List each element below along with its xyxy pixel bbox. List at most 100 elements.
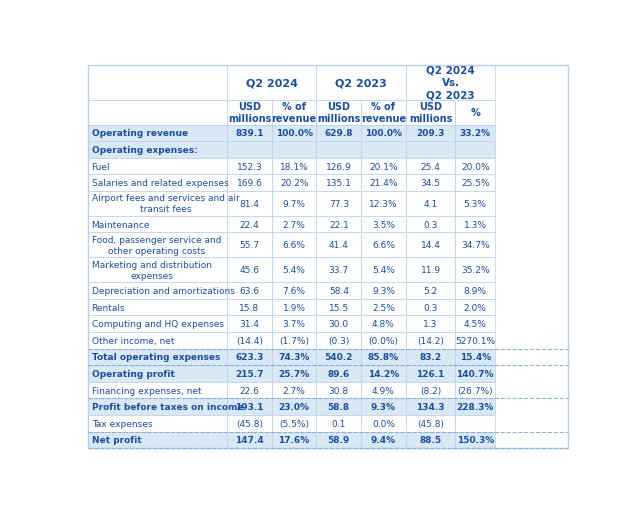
Bar (361, 299, 406, 316)
Text: (14.4): (14.4) (236, 336, 263, 345)
Bar (406, 233, 455, 258)
Bar (88, 100, 227, 125)
Text: 18.1%: 18.1% (280, 162, 308, 171)
Bar (227, 100, 272, 125)
Text: 89.6: 89.6 (328, 370, 350, 378)
Text: (45.8): (45.8) (417, 419, 444, 428)
Text: Q2 2024
Vs.
Q2 2023: Q2 2024 Vs. Q2 2023 (426, 66, 475, 100)
Bar (406, 125, 455, 142)
Bar (227, 158, 272, 175)
Bar (88, 316, 227, 332)
Bar (316, 349, 361, 365)
Bar (361, 316, 406, 332)
Bar (316, 299, 361, 316)
Bar (455, 432, 495, 448)
Text: 33.7: 33.7 (329, 266, 349, 275)
Bar (455, 191, 495, 216)
Text: 2.5%: 2.5% (372, 303, 395, 312)
Text: Operating revenue: Operating revenue (92, 129, 188, 138)
Bar (406, 142, 455, 158)
Bar (227, 66, 316, 100)
Bar (361, 175, 406, 191)
Text: 135.1: 135.1 (326, 179, 352, 188)
Text: 58.9: 58.9 (328, 436, 350, 444)
Bar (406, 316, 455, 332)
Text: 215.7: 215.7 (235, 370, 264, 378)
Text: 9.3%: 9.3% (372, 287, 395, 296)
Bar (361, 125, 406, 142)
Bar (88, 365, 227, 382)
Text: 25.4: 25.4 (420, 162, 440, 171)
Bar (361, 415, 406, 432)
Text: 55.7: 55.7 (239, 241, 259, 250)
Text: 134.3: 134.3 (417, 403, 445, 411)
Bar (455, 258, 495, 282)
Text: 21.4%: 21.4% (369, 179, 397, 188)
Bar (316, 432, 361, 448)
Text: Financing expenses, net: Financing expenses, net (92, 386, 201, 395)
Text: 58.4: 58.4 (329, 287, 349, 296)
Bar (406, 282, 455, 299)
Bar (455, 142, 495, 158)
Bar (227, 399, 272, 415)
Text: 9.4%: 9.4% (371, 436, 396, 444)
Text: 540.2: 540.2 (324, 353, 353, 362)
Text: 20.1%: 20.1% (369, 162, 398, 171)
Text: 22.6: 22.6 (239, 386, 259, 395)
Bar (361, 216, 406, 233)
Text: Operating profit: Operating profit (92, 370, 175, 378)
Bar (316, 216, 361, 233)
Bar (361, 432, 406, 448)
Bar (361, 142, 406, 158)
Bar (361, 349, 406, 365)
Text: 30.8: 30.8 (329, 386, 349, 395)
Text: % of
revenue: % of revenue (361, 102, 406, 124)
Bar (227, 365, 272, 382)
Text: %: % (470, 108, 480, 118)
Text: Total operating expenses: Total operating expenses (92, 353, 220, 362)
Text: (26.7%): (26.7%) (458, 386, 493, 395)
Text: 4.1: 4.1 (424, 200, 438, 209)
Text: 150.3%: 150.3% (457, 436, 494, 444)
Bar (316, 382, 361, 399)
Text: 193.1: 193.1 (235, 403, 264, 411)
Bar (227, 382, 272, 399)
Text: 623.3: 623.3 (236, 353, 264, 362)
Text: Marketing and distribution
expenses: Marketing and distribution expenses (92, 260, 212, 280)
Bar (316, 158, 361, 175)
Text: Maintenance: Maintenance (92, 220, 150, 229)
Bar (227, 175, 272, 191)
Bar (361, 365, 406, 382)
Bar (406, 415, 455, 432)
Bar (316, 399, 361, 415)
Text: USD
millions: USD millions (228, 102, 271, 124)
Bar (455, 365, 495, 382)
Text: 45.6: 45.6 (239, 266, 259, 275)
Bar (272, 282, 316, 299)
Text: 8.9%: 8.9% (464, 287, 487, 296)
Text: % of
revenue: % of revenue (271, 102, 317, 124)
Text: 169.6: 169.6 (237, 179, 262, 188)
Text: 4.5%: 4.5% (464, 320, 486, 329)
Text: 12.3%: 12.3% (369, 200, 398, 209)
Text: Profit before taxes on income: Profit before taxes on income (92, 403, 243, 411)
Bar (272, 216, 316, 233)
Text: 9.3%: 9.3% (371, 403, 396, 411)
Bar (361, 191, 406, 216)
Bar (406, 100, 455, 125)
Text: 1.3: 1.3 (424, 320, 438, 329)
Bar (455, 158, 495, 175)
Bar (272, 233, 316, 258)
Text: 22.1: 22.1 (329, 220, 349, 229)
Bar (455, 316, 495, 332)
Bar (227, 432, 272, 448)
Text: 15.5: 15.5 (329, 303, 349, 312)
Bar (455, 349, 495, 365)
Text: 4.9%: 4.9% (372, 386, 395, 395)
Text: 140.7%: 140.7% (456, 370, 494, 378)
Text: 35.2%: 35.2% (461, 266, 490, 275)
Bar (272, 332, 316, 349)
Text: 0.1: 0.1 (332, 419, 346, 428)
Text: 2.0%: 2.0% (464, 303, 486, 312)
Text: (0.3): (0.3) (328, 336, 349, 345)
